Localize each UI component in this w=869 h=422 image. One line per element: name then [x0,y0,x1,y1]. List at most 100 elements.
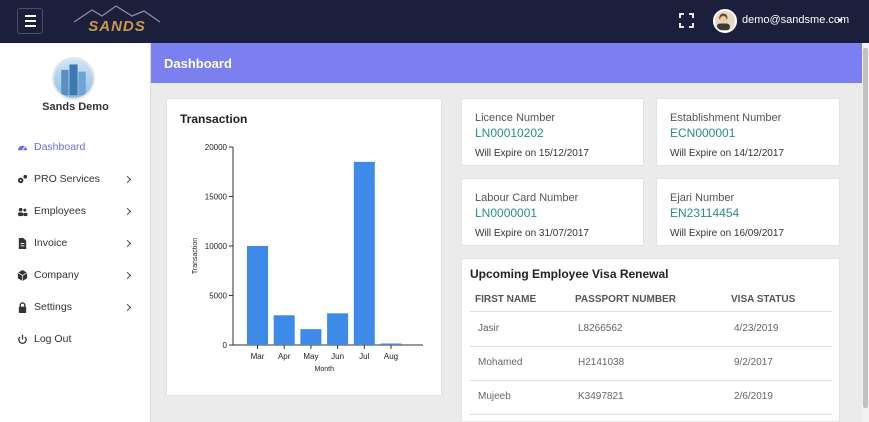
card-label: Establishment Number [670,112,782,124]
y-axis-label: Transaction [192,238,199,274]
y-tick-label: 5000 [209,292,227,301]
menu-icon-line [24,20,36,22]
bar-aug [380,343,402,345]
cell-passport: K3497821 [578,391,624,402]
card-value: EN23114454 [670,206,740,220]
sidebar-item-invoice[interactable]: Invoice [0,233,151,253]
page-scrollbar[interactable] [862,43,869,422]
y-tick-label: 10000 [205,242,228,251]
card-label: Licence Number [475,112,556,124]
transaction-card: Transaction 0 5000 10000 15000 20000 Mar Apr Ma… [166,98,442,396]
ejari-card: Ejari Number EN23114454 Will Expire on 1… [656,178,840,246]
cube-icon [17,269,28,281]
page-title: Dashboard [164,56,232,71]
x-tick-label: Jul [359,352,369,361]
lock-icon [18,301,27,313]
sidebar-item-employees[interactable]: Employees [0,201,151,221]
cell-first-name: Mohamed [478,357,523,368]
sidebar-item-pro-services[interactable]: PRO Services [0,169,151,189]
building-icon [61,64,86,96]
cell-first-name: Jasir [478,323,500,334]
card-value: LN0000001 [475,206,538,220]
menu-icon-line [24,25,36,27]
bar-mar [247,246,268,345]
fullscreen-icon[interactable] [679,13,694,28]
x-tick-label: Mar [251,352,265,361]
card-expiry: Will Expire on 14/12/2017 [670,148,784,159]
top-navbar: SANDS demo@sandsme.com [0,0,869,43]
dashboard-icon [17,145,28,150]
cell-passport: L8266562 [578,323,623,334]
sidebar-item-label: Employees [34,205,86,217]
cell-first-name: Mujeeb [478,391,511,402]
establishment-card: Establishment Number ECN000001 Will Expi… [656,98,840,166]
file-icon [18,237,27,249]
card-expiry: Will Expire on 31/07/2017 [475,228,589,239]
avatar-face-icon [716,13,730,31]
menu-icon-line [24,15,36,17]
header-divider [470,311,832,312]
card-value: ECN000001 [670,126,736,140]
caret-down-icon[interactable] [837,19,843,22]
bar-may [300,329,322,345]
column-header-first-name[interactable]: FIRST NAME [475,294,537,305]
chevron-right-icon [123,175,132,183]
licence-card: Licence Number LN00010202 Will Expire on… [461,98,644,166]
bar-apr [273,315,295,345]
card-label: Ejari Number [670,192,735,204]
visa-renewal-card: Upcoming Employee Visa Renewal FIRST NAM… [461,258,840,422]
chevron-right-icon [123,271,132,279]
menu-toggle-button[interactable] [17,8,43,34]
chevron-right-icon [123,303,132,311]
transaction-title: Transaction [180,112,248,126]
column-header-passport-number[interactable]: PASSPORT NUMBER [575,294,676,305]
sidebar-item-label: Dashboard [34,141,86,153]
sidebar-item-label: Settings [34,301,72,313]
cell-visa-status: 4/23/2019 [734,323,779,334]
bar-jun [327,313,349,345]
sands-logo[interactable]: SANDS [72,4,162,38]
profile-avatar [52,57,95,100]
y-tick-label: 15000 [205,193,228,202]
visa-title: Upcoming Employee Visa Renewal [470,267,669,281]
sidebar-item-label: Invoice [34,237,68,249]
y-tick-label: 0 [223,341,228,350]
card-label: Labour Card Number [475,192,579,204]
row-divider [470,414,832,415]
cell-visa-status: 2/6/2019 [734,391,773,402]
user-avatar[interactable] [713,9,737,33]
x-tick-label: May [303,352,318,361]
bar-jul [353,161,375,345]
row-divider [470,346,832,347]
chevron-right-icon [123,239,132,247]
x-tick-label: Apr [278,352,291,361]
profile-name: Sands Demo [42,101,109,113]
cell-passport: H2141038 [578,357,625,368]
card-expiry: Will Expire on 16/09/2017 [670,228,784,239]
svg-text:SANDS: SANDS [88,18,146,35]
sidebar-item-label: Log Out [34,333,72,345]
user-email[interactable]: demo@sandsme.com [742,14,850,26]
y-tick-label: 20000 [205,143,228,152]
power-icon [18,334,27,344]
sidebar-item-dashboard[interactable]: Dashboard [0,137,151,157]
column-header-visa-status[interactable]: VISA STATUS [731,294,796,305]
sidebar-item-label: Company [34,269,79,281]
sidebar-item-settings[interactable]: Settings [0,297,151,317]
row-divider [470,380,832,381]
sidebar-item-logout[interactable]: Log Out [0,329,151,349]
x-axis-label: Month [315,366,335,373]
card-value: LN00010202 [475,126,544,140]
cell-visa-status: 9/2/2017 [734,357,773,368]
page-header-banner: Dashboard [151,43,862,83]
sidebar: Sands Demo Dashboard PRO Services Employ… [0,43,151,422]
labour-card: Labour Card Number LN0000001 Will Expire… [461,178,644,246]
sidebar-item-company[interactable]: Company [0,265,151,285]
x-tick-label: Jun [331,352,344,361]
scrollbar-thumb[interactable] [863,48,868,408]
chevron-right-icon [123,207,132,215]
cogs-icon [17,174,28,183]
users-icon [17,207,28,216]
sidebar-item-label: PRO Services [34,173,100,185]
transaction-bar-chart: 0 5000 10000 15000 20000 Mar Apr May Jun Jul Aug Mo… [192,143,423,373]
